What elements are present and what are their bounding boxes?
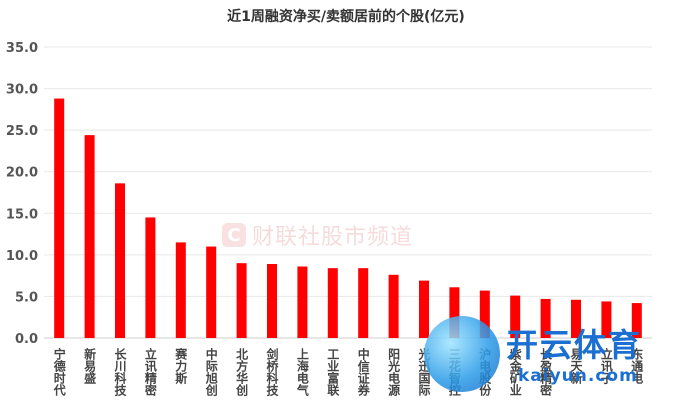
x-tick-label: 北方华创 bbox=[235, 347, 249, 397]
bar bbox=[54, 98, 65, 338]
x-tick-label: 赛力斯 bbox=[174, 347, 188, 385]
bar bbox=[631, 303, 642, 338]
bar bbox=[206, 246, 217, 338]
bar bbox=[419, 280, 429, 338]
cls-watermark-text: 财联社股市频道 bbox=[252, 225, 414, 250]
x-tick-label: 紫金矿业 bbox=[508, 347, 522, 396]
x-tick-label: 长盈精密 bbox=[539, 347, 553, 397]
y-tick-label: 5.0 bbox=[15, 290, 38, 305]
y-tick-label: 30.0 bbox=[6, 83, 38, 98]
x-tick-label: 剑桥科技 bbox=[265, 347, 279, 397]
x-tick-label: 阳光电源 bbox=[387, 347, 401, 397]
x-tick-label: 易天新 bbox=[569, 348, 583, 385]
y-tick-label: 20.0 bbox=[6, 166, 38, 181]
x-tick-label: 中际旭创 bbox=[204, 347, 218, 397]
bar bbox=[175, 242, 186, 338]
bar bbox=[84, 135, 95, 338]
brand-watermark: 开云体育 kaiyun.com bbox=[410, 308, 690, 404]
bar bbox=[449, 287, 460, 338]
y-tick-label: 35.0 bbox=[6, 41, 38, 56]
y-tick-label: 25.0 bbox=[6, 124, 38, 139]
cls-watermark: C 财联社股市频道 bbox=[222, 220, 413, 250]
bar bbox=[571, 299, 581, 338]
x-tick-label: 工业富联 bbox=[326, 348, 340, 397]
x-tick-label: 立讯精密 bbox=[143, 347, 157, 397]
y-tick-label: 10.0 bbox=[6, 249, 38, 264]
x-tick-label: 长川科技 bbox=[113, 347, 127, 397]
x-tick-label: 上海电气 bbox=[295, 347, 309, 397]
bar bbox=[510, 295, 521, 338]
x-tick-label: 宁德时代 bbox=[52, 347, 66, 397]
bar bbox=[388, 274, 399, 338]
y-tick-label: 15.0 bbox=[6, 207, 38, 222]
bar bbox=[267, 264, 277, 338]
bar bbox=[358, 268, 369, 338]
cls-logo-icon: C bbox=[222, 223, 246, 247]
soccer-ball-icon bbox=[424, 316, 500, 392]
y-tick-label: 0.0 bbox=[15, 332, 38, 347]
bar bbox=[601, 301, 612, 338]
bar bbox=[540, 298, 551, 338]
brand-name: 开云体育 bbox=[506, 326, 643, 364]
bar bbox=[297, 266, 308, 338]
bar bbox=[145, 217, 156, 338]
bar bbox=[479, 290, 490, 338]
bar bbox=[115, 183, 125, 338]
bar bbox=[236, 263, 247, 338]
bar bbox=[327, 268, 338, 338]
x-tick-label: 中信证券 bbox=[356, 347, 370, 397]
x-tick-label: 立讯子 bbox=[599, 347, 613, 385]
x-tick-label: 东通电 bbox=[630, 347, 644, 385]
x-tick-label: 新易盛 bbox=[83, 347, 97, 385]
brand-domain: kaiyun.com bbox=[518, 366, 638, 386]
chart-title: 近1周融资净买/卖额居前的个股(亿元) bbox=[227, 9, 465, 25]
